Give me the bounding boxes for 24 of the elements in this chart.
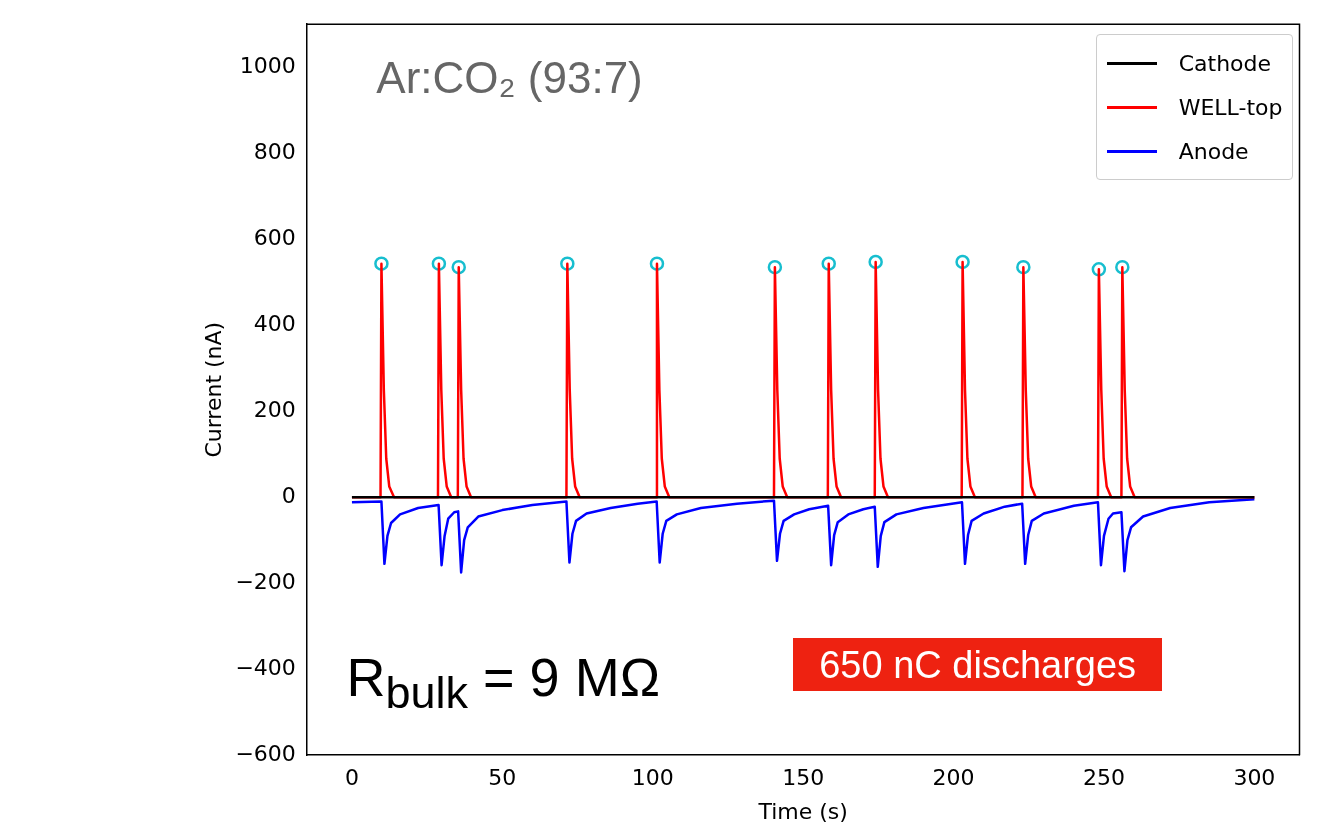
- legend-label: Anode: [1178, 138, 1249, 164]
- legend-label: WELL-top: [1178, 94, 1283, 120]
- y-tick-label: 600: [253, 224, 296, 250]
- y-tick-label: 200: [253, 396, 296, 422]
- y-tick-label: −400: [235, 654, 296, 680]
- x-tick-label: 0: [344, 765, 359, 791]
- y-tick-label: −200: [235, 568, 296, 594]
- y-tick-label: 400: [253, 310, 296, 336]
- annotation: 650 nC discharges: [793, 638, 1163, 692]
- x-tick-label: 250: [1082, 765, 1125, 791]
- annotation: Ar:CO₂ (93:7): [376, 53, 643, 104]
- y-tick-label: 800: [253, 138, 296, 164]
- x-tick-label: 50: [488, 765, 517, 791]
- x-tick-label: 200: [932, 765, 975, 791]
- x-tick-label: 150: [782, 765, 825, 791]
- x-tick-label: 300: [1233, 765, 1276, 791]
- x-tick-label: 100: [631, 765, 674, 791]
- y-tick-label: −600: [235, 740, 296, 766]
- legend-label: Cathode: [1178, 50, 1272, 76]
- y-tick-label: 1000: [239, 52, 296, 78]
- y-axis-title: Current (nA): [200, 321, 226, 458]
- x-axis-title: Time (s): [757, 798, 848, 824]
- annotation: R$_{bulk}$ = 9 MΩ: [346, 645, 661, 719]
- y-tick-label: 0: [281, 482, 296, 508]
